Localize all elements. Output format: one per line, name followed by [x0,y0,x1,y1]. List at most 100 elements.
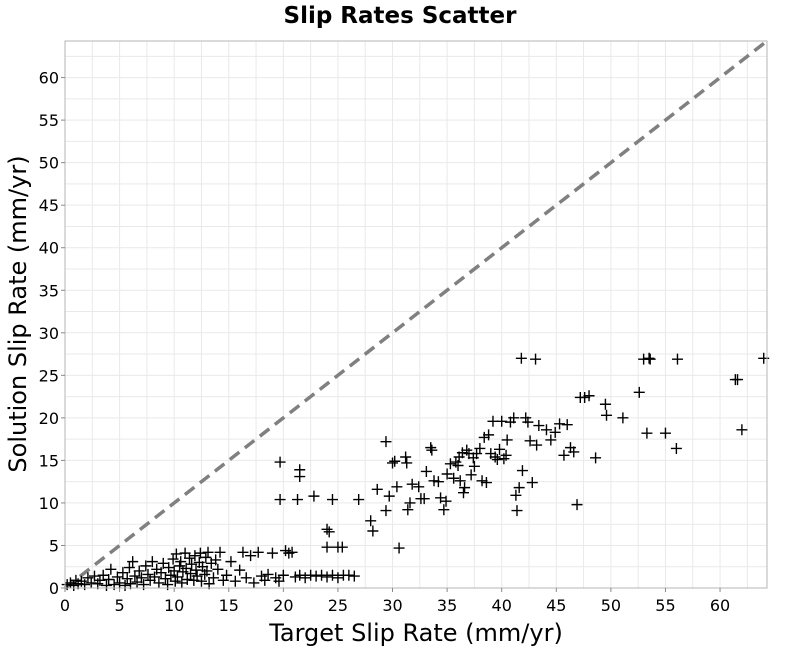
x-tick-label: 35 [437,596,457,615]
data-point [277,569,289,581]
y-tick-label: 60 [39,69,59,88]
data-point [348,570,360,582]
data-point [149,571,161,583]
data-point [530,353,542,365]
x-tick-label: 25 [328,596,348,615]
data-point [294,569,306,581]
y-axis-ticks: 0 5 10 15 20 25 30 35 40 45 50 55 60 [39,69,65,598]
data-point [406,478,418,490]
data-point [129,570,141,582]
data-point [511,505,523,517]
data-point [671,353,683,365]
y-tick-label: 30 [39,324,59,343]
y-tick-label: 5 [49,536,59,555]
data-point [387,457,399,469]
data-point [413,481,425,493]
data-point [168,565,180,577]
data-point [103,573,115,585]
data-point [171,571,183,583]
data-point [558,449,570,461]
data-point [515,352,527,364]
x-tick-label: 55 [655,596,675,615]
data-point [266,547,278,559]
data-point [135,572,147,584]
data-point [380,436,392,448]
data-point [229,575,241,587]
data-point [448,472,460,484]
data-point [190,564,202,576]
y-tick-label: 10 [39,494,59,513]
data-point [127,556,139,568]
data-points [61,352,770,591]
data-point [641,427,653,439]
data-point [633,386,645,398]
data-point [262,568,274,580]
data-point [153,577,165,589]
data-point [221,569,233,581]
data-point [456,447,468,459]
data-point [561,419,573,431]
data-point [400,451,412,463]
data-point [240,572,252,584]
data-point [343,569,355,581]
data-point [554,418,566,430]
data-point [237,546,249,558]
y-tick-label: 40 [39,239,59,258]
data-point [736,424,748,436]
data-point [140,560,152,572]
data-point [336,541,348,553]
data-point [210,554,222,566]
data-point [440,495,452,507]
data-point [289,571,301,583]
data-point [457,487,469,499]
data-point [670,442,682,454]
data-point [191,570,203,582]
data-point [465,469,477,481]
data-point [494,443,506,455]
data-point [181,573,193,585]
data-point [549,426,561,438]
x-axis-label: Target Slip Rate (mm/yr) [268,619,563,647]
data-point [501,434,513,446]
data-point [142,568,154,580]
data-point [133,565,145,577]
x-tick-label: 0 [60,596,70,615]
data-point [175,556,187,568]
data-point [459,482,471,494]
data-point [321,571,333,583]
data-point [286,546,298,558]
y-tick-label: 55 [39,111,59,130]
data-point [531,439,543,451]
x-tick-label: 20 [273,596,293,615]
data-point [367,525,379,537]
chart-title: Slip Rates Scatter [284,3,518,29]
data-point [644,353,656,365]
data-point [444,458,456,470]
y-tick-label: 35 [39,281,59,300]
data-point [212,563,224,575]
data-point [476,475,488,487]
data-point [202,546,214,558]
data-point [68,579,80,591]
data-point [85,577,97,589]
data-point [659,427,671,439]
data-point [189,550,201,562]
data-point [179,547,191,559]
data-point [545,434,557,446]
data-point [383,490,395,502]
y-tick-label: 20 [39,409,59,428]
data-point [201,565,213,577]
y-tick-label: 25 [39,366,59,385]
data-point [468,460,480,472]
data-point [200,551,212,563]
x-tick-label: 10 [164,596,184,615]
data-point [420,465,432,477]
x-tick-label: 40 [492,596,512,615]
data-point [326,494,338,506]
data-point [365,515,377,527]
x-tick-label: 45 [546,596,566,615]
data-point [508,412,520,424]
plot-area-frame [64,40,768,589]
data-point [454,475,466,487]
